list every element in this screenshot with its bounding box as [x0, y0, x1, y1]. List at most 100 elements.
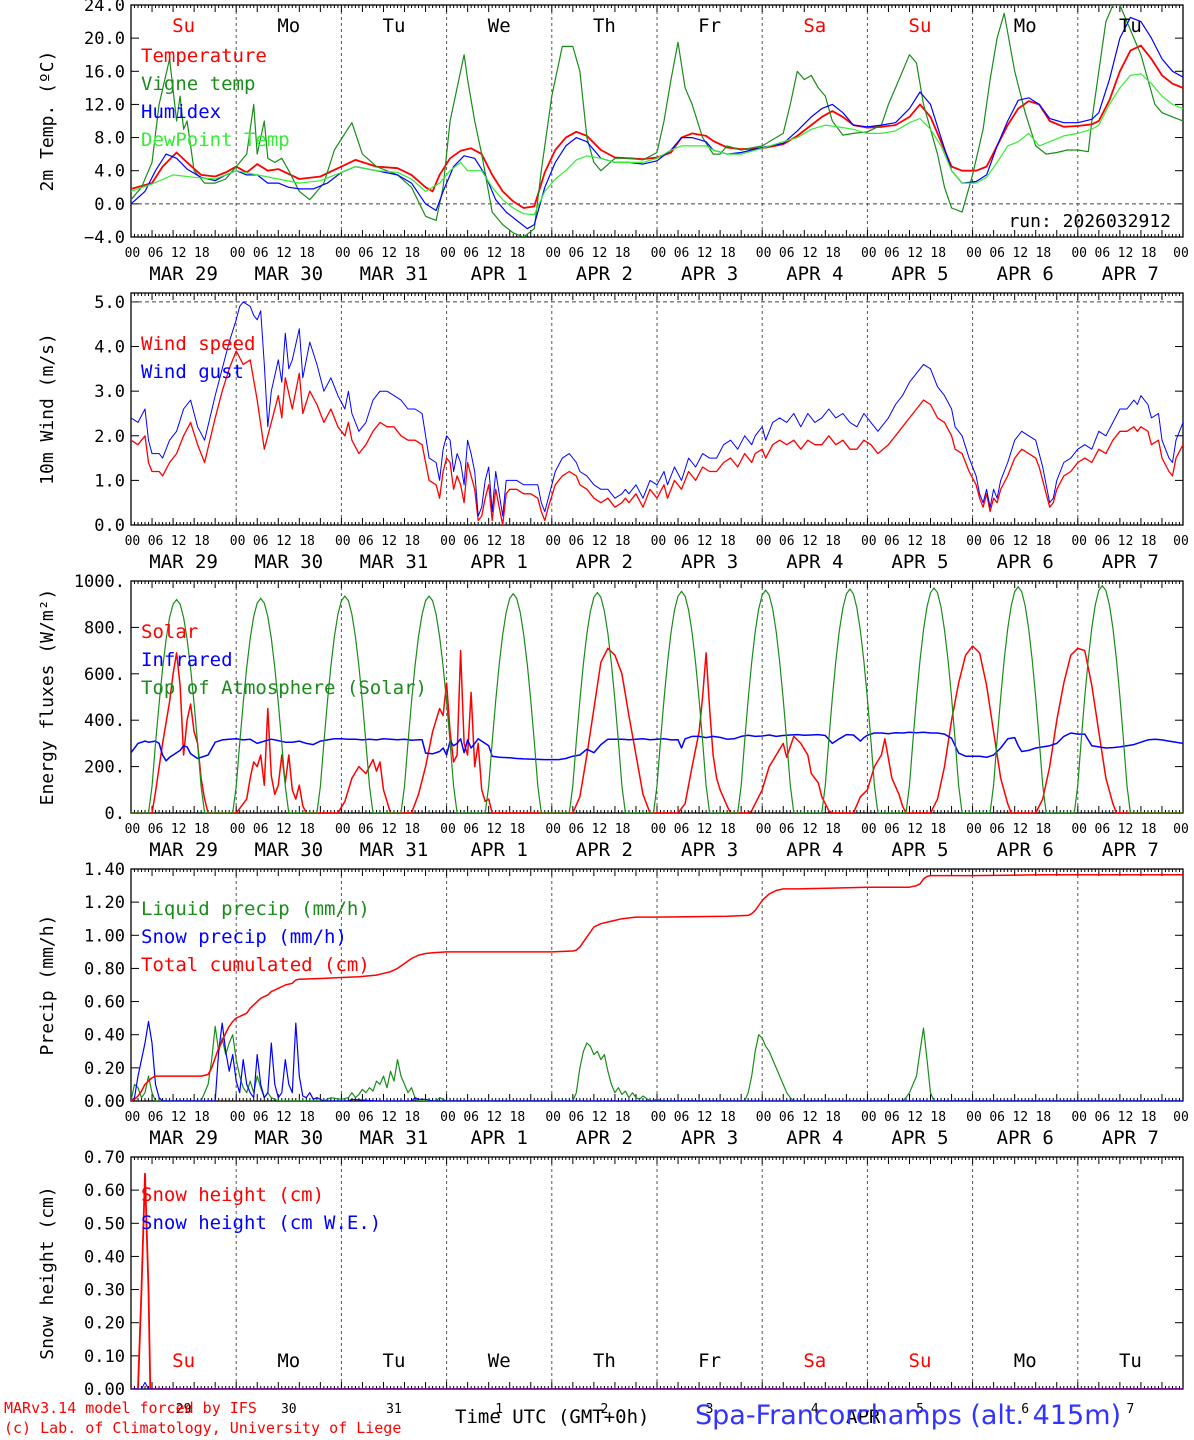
wind-date-label: MAR 29: [149, 551, 218, 573]
temperature-hour-label: 18: [825, 246, 841, 261]
temperature-hour-label: 12: [907, 246, 923, 261]
precip-hour-label: 12: [907, 1110, 923, 1125]
energy-hour-label: 12: [592, 822, 608, 837]
temperature-series-vigne-temp: [131, 5, 1183, 237]
energy-hour-label: 00: [651, 822, 667, 837]
energy-hour-label: 12: [1012, 822, 1028, 837]
energy-hour-label: 12: [802, 822, 818, 837]
temperature-date-label: APR 1: [471, 263, 528, 285]
wind-hour-label: 00: [230, 534, 246, 549]
snow-y-tick-label: 0.30: [84, 1281, 125, 1301]
precip-hour-label: 06: [674, 1110, 690, 1125]
wind-hour-label: 18: [825, 534, 841, 549]
temperature-date-label: APR 4: [786, 263, 843, 285]
snow-day-number-5: 3: [706, 1402, 714, 1417]
wind-date-label: APR 2: [576, 551, 633, 573]
precip-y-tick-label: 1.20: [84, 893, 125, 913]
temperature-y-tick-label: 0.0: [94, 195, 125, 215]
energy-hour-label: 18: [1141, 822, 1157, 837]
snow-day-name-7: Su: [909, 1350, 932, 1372]
snow-day-name-1: Mo: [277, 1350, 300, 1372]
precip-series-total-cumulated-cm-: [131, 874, 1183, 1101]
wind-y-tick-label: 5.0: [94, 293, 125, 313]
wind-y-tick-label: 2.0: [94, 427, 125, 447]
snow-day-name-3: We: [488, 1350, 511, 1372]
precip-hour-label: 00: [1071, 1110, 1087, 1125]
temperature-hour-label: 18: [930, 246, 946, 261]
temperature-hour-label: 12: [486, 246, 502, 261]
wind-date-label: APR 3: [681, 551, 738, 573]
wind-hour-label: 06: [779, 534, 795, 549]
snow-series-snow-height-cm-w-e-: [131, 1381, 1183, 1389]
temperature-hour-label: 00: [756, 246, 772, 261]
precip-y-tick-label: 1.40: [84, 860, 125, 880]
wind-hour-label: 06: [358, 534, 374, 549]
temperature-hour-label: 12: [697, 246, 713, 261]
energy-hour-label: 00: [861, 822, 877, 837]
wind-hour-label: 06: [674, 534, 690, 549]
month-label: APR: [846, 1406, 881, 1428]
temperature-y-tick-label: 16.0: [84, 62, 125, 82]
energy-hour-label: 18: [930, 822, 946, 837]
temperature-hour-label: 00: [1071, 246, 1087, 261]
precip-hour-label: 12: [171, 1110, 187, 1125]
wind-date-label: MAR 30: [254, 551, 323, 573]
time-axis-label: Time UTC (GMT+0h): [455, 1406, 650, 1428]
precip-hour-label: 06: [779, 1110, 795, 1125]
wind-hour-label: 06: [253, 534, 269, 549]
precip-hour-label: 18: [615, 1110, 631, 1125]
temperature-date-label: MAR 29: [149, 263, 218, 285]
temperature-y-tick-label: −4.0: [84, 228, 125, 248]
temperature-date-label: APR 3: [681, 263, 738, 285]
temperature-date-label: APR 7: [1102, 263, 1159, 285]
snow-day-name-4: Th: [593, 1350, 616, 1372]
precip-hour-label: 12: [697, 1110, 713, 1125]
energy-date-label: APR 4: [786, 839, 843, 861]
temperature-hour-label: 06: [148, 246, 164, 261]
wind-hour-label: 00: [440, 534, 456, 549]
snow-y-tick-label: 0.20: [84, 1314, 125, 1334]
energy-hour-label: 06: [1095, 822, 1111, 837]
energy-date-label: MAR 30: [254, 839, 323, 861]
energy-hour-label: 18: [510, 822, 526, 837]
temperature-series-dewpoint-temp: [131, 73, 1183, 216]
precip-hour-label: 00: [440, 1110, 456, 1125]
wind-hour-label: 12: [486, 534, 502, 549]
temperature-y-tick-label: 8.0: [94, 129, 125, 149]
precip-hour-label: 12: [486, 1110, 502, 1125]
temperature-hour-label: 00: [125, 246, 141, 261]
snow-day-number-6: 4: [811, 1402, 819, 1417]
wind-hour-label: 06: [1095, 534, 1111, 549]
wind-hour-label: 18: [1036, 534, 1052, 549]
temperature-hour-label: 00: [545, 246, 561, 261]
energy-hour-label: 18: [1036, 822, 1052, 837]
wind-hour-label: 06: [989, 534, 1005, 549]
snow-day-name-8: Mo: [1014, 1350, 1037, 1372]
precip-y-axis-label: Precip (mm/h): [37, 915, 58, 1056]
precip-hour-label: 00: [756, 1110, 772, 1125]
precip-y-tick-label: 0.20: [84, 1059, 125, 1079]
temperature-hour-label: 18: [1036, 246, 1052, 261]
precip-date-label: APR 6: [997, 1127, 1054, 1149]
wind-date-label: APR 5: [891, 551, 948, 573]
wind-legend-wind-speed: Wind speed: [141, 333, 255, 355]
wind-y-axis-label: 10m Wind (m/s): [37, 333, 58, 485]
precip-hour-label: 12: [592, 1110, 608, 1125]
temperature-panel: [130, 4, 1184, 238]
precip-hour-label: 12: [1118, 1110, 1134, 1125]
energy-date-label: APR 3: [681, 839, 738, 861]
location-title: Spa-Francorchamps (alt. 415m): [695, 1400, 1122, 1431]
precip-hour-label: 00: [966, 1110, 982, 1125]
energy-hour-label: 06: [884, 822, 900, 837]
wind-series-wind-speed: [131, 350, 1183, 525]
energy-legend-infrared: Infrared: [141, 649, 233, 671]
snow-day-number-1: 30: [281, 1402, 297, 1417]
precip-hour-label: 06: [989, 1110, 1005, 1125]
precip-y-tick-label: 0.40: [84, 1026, 125, 1046]
snow-legend-snow-height-cm-w-e-: Snow height (cm W.E.): [141, 1212, 381, 1234]
energy-hour-label: 06: [989, 822, 1005, 837]
temperature-hour-label: 06: [989, 246, 1005, 261]
wind-hour-label: 18: [404, 534, 420, 549]
precip-date-label: APR 1: [471, 1127, 528, 1149]
precip-hour-label: 18: [194, 1110, 210, 1125]
